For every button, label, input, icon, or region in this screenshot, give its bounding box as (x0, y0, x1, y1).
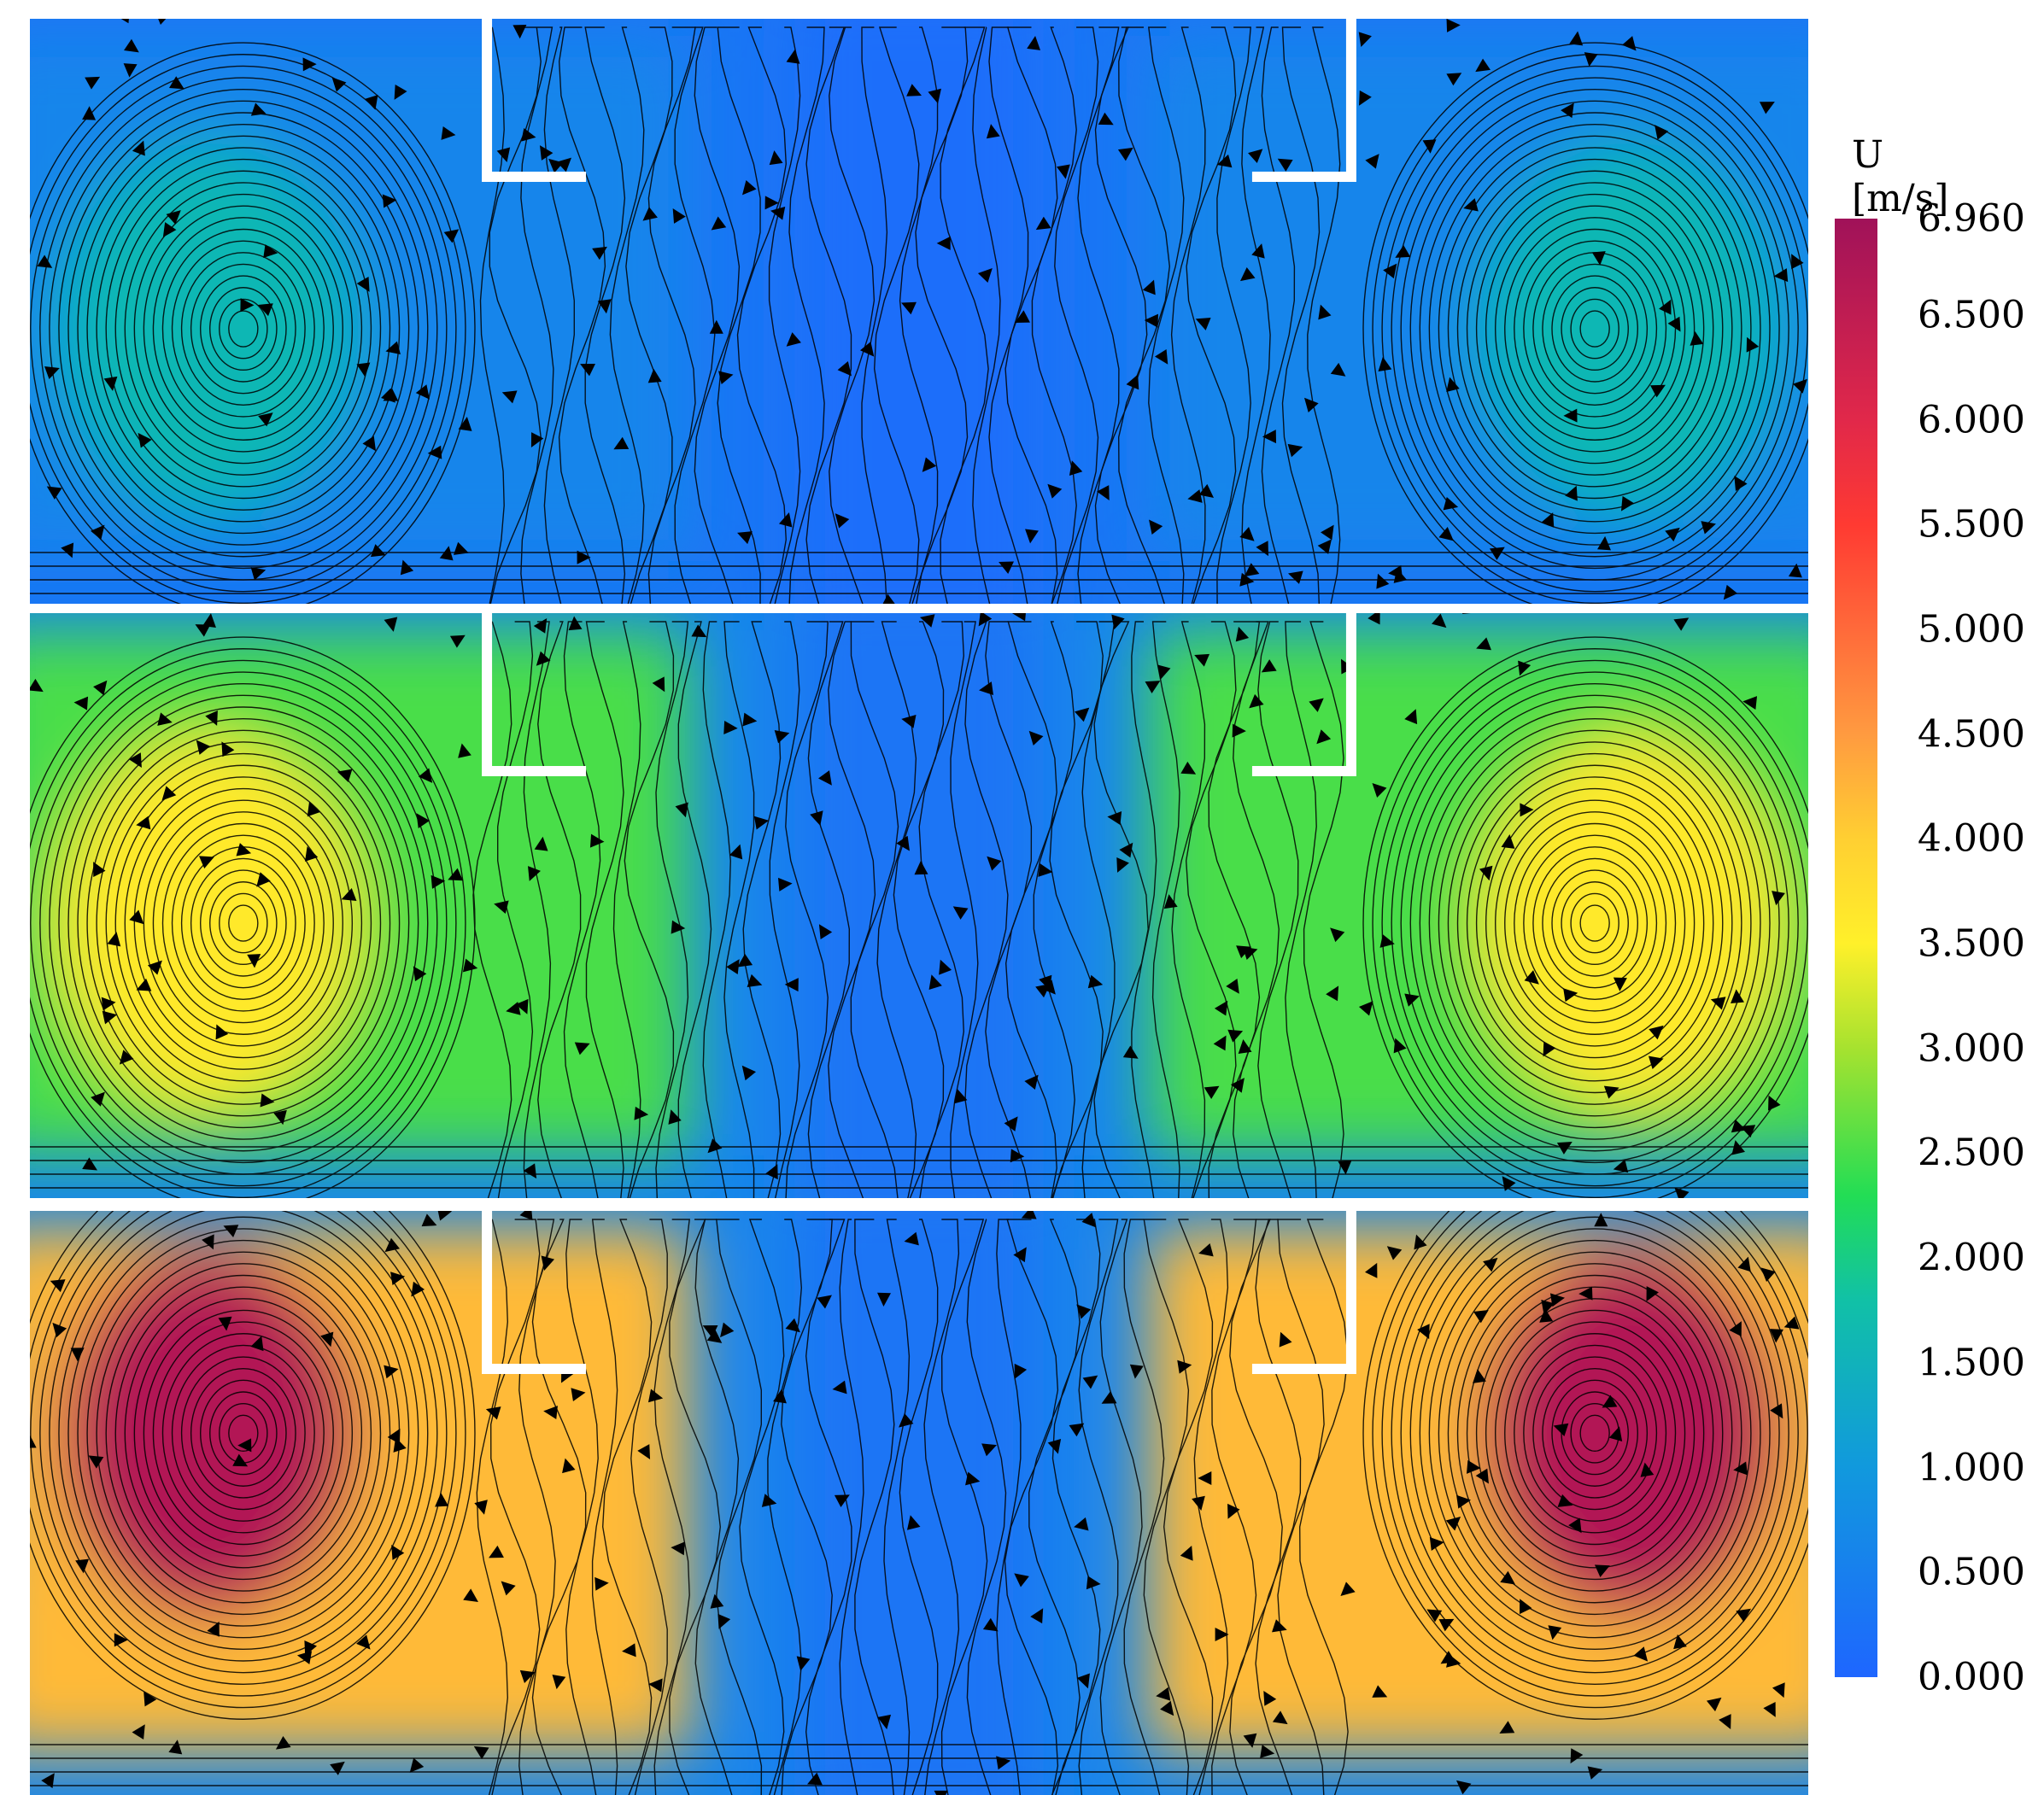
colorbar-tick-label: 2.500 (1918, 1131, 2025, 1175)
colorbar-tick-label: 0.500 (1918, 1550, 2025, 1594)
colorbar-tick-label: 3.000 (1918, 1026, 2025, 1071)
colorbar-tick-label: 2.000 (1918, 1236, 2025, 1280)
colorbar-tick-label: 1.000 (1918, 1446, 2025, 1490)
colorbar-tick-label: 5.000 (1918, 607, 2025, 652)
colorbar-tick-label: 1.500 (1918, 1341, 2025, 1385)
colorbar-tick-label: 6.500 (1918, 293, 2025, 337)
velocity-panel (30, 14, 1808, 604)
colorbar-tick-label: 5.500 (1918, 502, 2025, 547)
colorbar-title: U [m/s] (1852, 133, 1949, 220)
colorbar-tick-label: 4.500 (1918, 712, 2025, 757)
colorbar-tick-label: 0.000 (1918, 1655, 2025, 1699)
colorbar-tick-label: 6.000 (1918, 398, 2025, 442)
colorbar-tick-label: 4.000 (1918, 816, 2025, 861)
velocity-panel (30, 1206, 1808, 1795)
velocity-panel (30, 608, 1808, 1198)
colorbar-tick-label: 3.500 (1918, 921, 2025, 966)
colorbar (1835, 219, 1877, 1677)
colorbar-tick-label: 6.960 (1918, 196, 2025, 241)
